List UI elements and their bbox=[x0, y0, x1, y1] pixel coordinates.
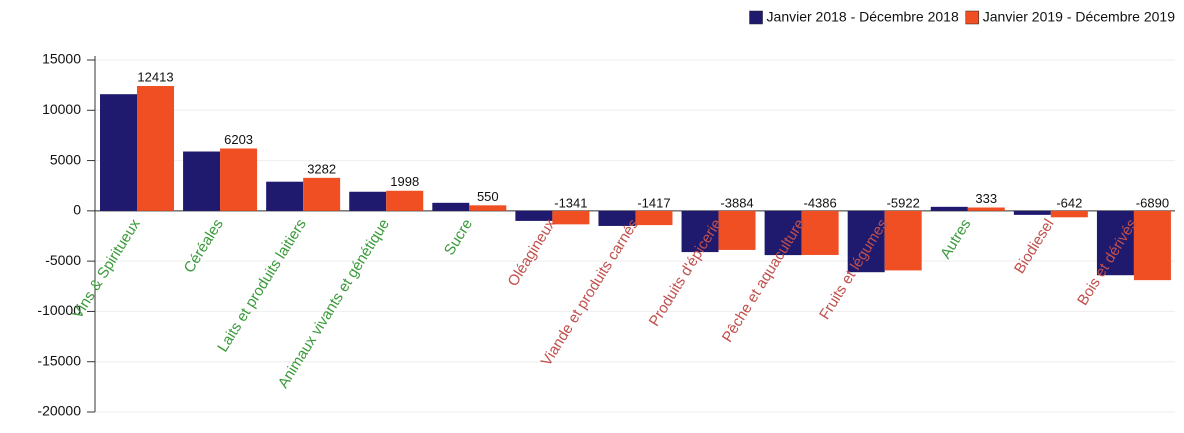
bar bbox=[847, 210, 885, 273]
bar bbox=[598, 210, 636, 226]
legend-swatch bbox=[965, 10, 980, 25]
legend-swatch bbox=[749, 10, 763, 25]
bar bbox=[552, 210, 590, 225]
bar bbox=[515, 210, 553, 221]
value-label: 6203 bbox=[224, 132, 253, 147]
value-label: -5922 bbox=[887, 195, 920, 210]
bar bbox=[349, 191, 387, 211]
x-tick-label: Oléagineux bbox=[505, 216, 560, 290]
bar bbox=[635, 210, 673, 226]
bar bbox=[432, 202, 470, 211]
value-label: 550 bbox=[477, 189, 499, 204]
value-label: -1341 bbox=[554, 195, 587, 210]
y-tick-label: -20000 bbox=[37, 403, 81, 419]
y-tick-label: 10000 bbox=[42, 101, 81, 117]
bar bbox=[718, 210, 756, 250]
x-tick-label: Sucre bbox=[441, 216, 476, 258]
value-label: 1998 bbox=[390, 174, 419, 189]
bar bbox=[1133, 210, 1171, 281]
bar bbox=[220, 148, 258, 211]
bar bbox=[137, 86, 174, 211]
value-label: 333 bbox=[975, 191, 997, 206]
y-tick-label: -5000 bbox=[45, 252, 81, 268]
value-label: -3884 bbox=[720, 195, 753, 210]
bar bbox=[764, 210, 802, 256]
legend-label: Janvier 2018 - Décembre 2018 bbox=[767, 9, 959, 25]
y-tick-label: 15000 bbox=[42, 51, 81, 67]
legend-label: Janvier 2019 - Décembre 2019 bbox=[983, 9, 1175, 25]
y-tick-label: 0 bbox=[73, 202, 81, 218]
value-label: 3282 bbox=[307, 161, 336, 176]
bar bbox=[1096, 210, 1134, 276]
value-label: -4386 bbox=[803, 195, 836, 210]
bar bbox=[1050, 210, 1088, 218]
x-tick-label: Viande et produits carnés bbox=[538, 216, 642, 369]
bar bbox=[100, 94, 137, 211]
x-tick-label: Vins & Spiritueux bbox=[69, 216, 144, 322]
value-label: -642 bbox=[1056, 195, 1082, 210]
bar bbox=[681, 210, 719, 253]
y-tick-label: 5000 bbox=[50, 151, 81, 167]
y-tick-label: -15000 bbox=[37, 352, 81, 368]
value-label: -1417 bbox=[637, 195, 670, 210]
legend: Janvier 2019 - Décembre 2019 Janvier 2018… bbox=[749, 9, 1175, 25]
y-tick-label: -10000 bbox=[37, 302, 81, 318]
bar bbox=[884, 210, 922, 271]
x-tick-label: Biodiesel bbox=[1011, 216, 1058, 277]
bar bbox=[930, 206, 968, 211]
bar bbox=[469, 205, 507, 211]
x-tick-label: Autres bbox=[937, 216, 974, 262]
bar bbox=[1013, 210, 1051, 215]
value-label: 12413 bbox=[137, 69, 173, 84]
bar bbox=[967, 207, 1005, 211]
bar bbox=[801, 210, 839, 255]
bar bbox=[183, 151, 221, 211]
bar bbox=[266, 181, 304, 211]
value-label: -6890 bbox=[1136, 195, 1169, 210]
bar bbox=[303, 177, 341, 211]
bar bbox=[386, 190, 424, 211]
x-tick-label: Céréales bbox=[181, 216, 227, 276]
x-tick-label: Laits et produits laitiers bbox=[214, 216, 310, 355]
